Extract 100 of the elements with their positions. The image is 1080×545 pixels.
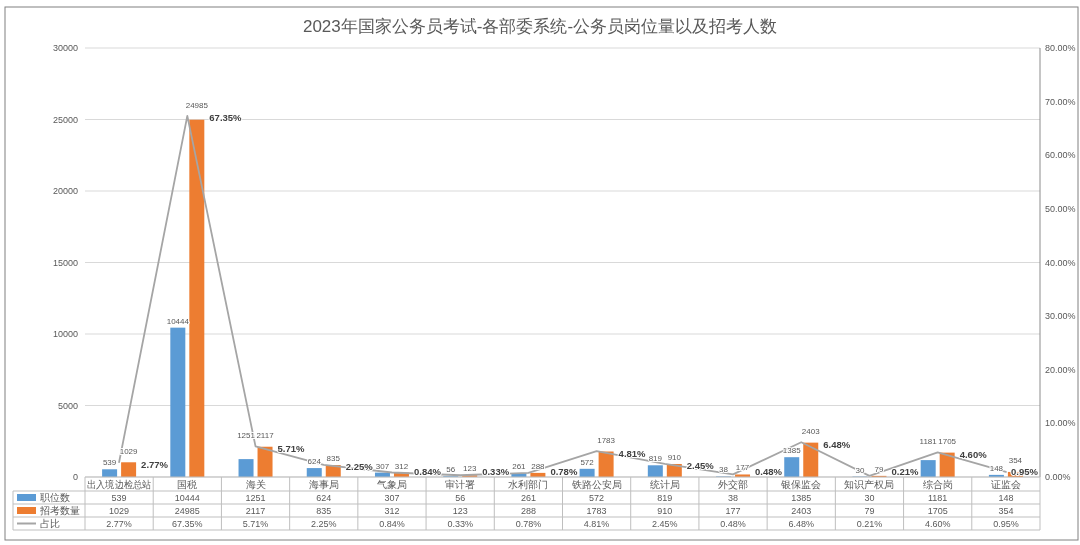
legend-item: 招考数量 [17,505,80,516]
x-tick-label: 知识产权局 [844,478,895,490]
y2-tick-label: 20.00% [1045,364,1076,375]
data-label: 56 [455,492,466,503]
data-label: 572 [589,492,605,503]
y2-tick-label: 80.00% [1045,43,1076,53]
data-label: 6.48% [788,518,815,529]
data-label: 288 [531,461,545,471]
data-label: 30 [864,492,875,503]
x-tick-label: 外交部 [718,478,749,490]
y-tick-label: 10000 [52,329,78,339]
data-label: 123 [463,464,477,474]
data-label: 38 [719,465,728,475]
y-tick-label: 30000 [52,43,78,53]
legend-label: 职位数 [40,492,70,503]
data-label: 624 [307,457,321,467]
data-label: 835 [316,505,332,516]
data-label: 354 [1008,455,1023,465]
x-tick-label: 出入境边检总站 [87,478,157,490]
data-label: 0.95% [993,518,1019,529]
data-label: 5.71% [242,518,269,529]
data-label: 539 [111,492,127,503]
data-label: 6.48% [823,438,851,450]
data-label: 79 [874,464,884,474]
x-tick-label: 综合岗 [922,478,953,490]
x-tick-label: 水利部门 [508,478,549,490]
data-label: 4.81% [583,518,610,529]
data-label: 0.84% [413,465,441,477]
data-label: 10444 [174,492,200,503]
data-label: 2403 [801,427,820,437]
y-tick-label: 5000 [57,400,78,411]
data-label: 2117 [256,431,274,441]
data-label: 307 [375,461,390,471]
data-label: 1181 [928,492,948,503]
y2-tick-label: 60.00% [1045,150,1076,161]
x-tick-label: 海关 [245,478,266,490]
data-label: 24985 [185,100,208,110]
x-tick-label: 铁路公安局 [570,478,622,490]
y-tick-label: 0 [72,472,78,482]
x-tick-label: 审计署 [445,478,476,490]
legend-item: 占比 [16,518,60,529]
data-label: 177 [735,463,750,473]
data-label: 148 [989,463,1004,473]
x-tick-label: 证监会 [990,478,1021,490]
data-label: 1705 [938,437,957,447]
data-label: 4.60% [959,448,987,460]
data-label: 24985 [174,505,200,516]
y2-tick-label: 50.00% [1045,203,1076,214]
data-label: 148 [998,492,1014,503]
data-label: 2.25% [310,518,337,529]
data-label: 67.35% [172,518,203,529]
data-label: 1385 [782,446,801,456]
chart-title: 2023年国家公务员考试-各部委系统-公务员岗位量以及招考人数 [302,16,778,36]
data-label: 819 [648,454,662,464]
data-label: 79 [864,505,875,516]
data-label: 288 [520,505,536,516]
y-tick-label: 15000 [52,257,78,268]
data-label: 1181 [919,437,937,447]
legend-item: 职位数 [17,492,70,503]
data-label: 123 [452,505,468,516]
data-label: 835 [326,454,340,464]
data-label: 261 [512,462,526,472]
data-label: 1251 [237,431,255,441]
data-label: 0.33% [482,465,510,477]
data-label: 0.78% [550,465,578,477]
data-label: 2.77% [106,518,132,529]
data-label: 0.95% [1011,465,1038,477]
data-label: 67.35% [209,112,242,124]
data-label: 0.21% [856,518,883,529]
x-tick-label: 银保监会 [780,478,822,490]
data-label: 910 [667,453,681,462]
data-label: 5.71% [277,442,305,454]
data-label: 1705 [927,505,948,516]
legend-label: 占比 [40,518,60,529]
y2-tick-label: 0.00% [1045,472,1071,482]
data-label: 0.78% [515,518,542,529]
data-label: 307 [384,492,400,503]
x-tick-label: 海事局 [308,478,339,490]
data-label: 0.48% [755,465,782,477]
data-label: 1385 [791,492,812,503]
legend-label: 招考数量 [39,505,80,516]
x-tick-label: 国税 [177,478,198,490]
data-label: 624 [316,492,332,503]
data-label: 1029 [119,447,138,457]
data-label: 1029 [109,505,130,516]
data-label: 2.25% [345,461,373,473]
data-label: 56 [446,465,456,475]
data-label: 10444 [166,316,189,326]
data-label: 2.77% [141,458,169,470]
x-tick-label: 气象局 [376,478,407,490]
data-label: 4.81% [618,447,646,459]
data-label: 2.45% [652,518,678,529]
data-label: 572 [580,457,594,467]
data-label: 910 [657,505,673,516]
data-label: 2117 [245,505,266,516]
data-label: 4.60% [924,518,951,529]
data-label: 0.84% [379,518,405,529]
data-label: 0.21% [891,465,919,477]
data-label: 819 [657,492,673,503]
y2-tick-label: 70.00% [1045,96,1076,107]
